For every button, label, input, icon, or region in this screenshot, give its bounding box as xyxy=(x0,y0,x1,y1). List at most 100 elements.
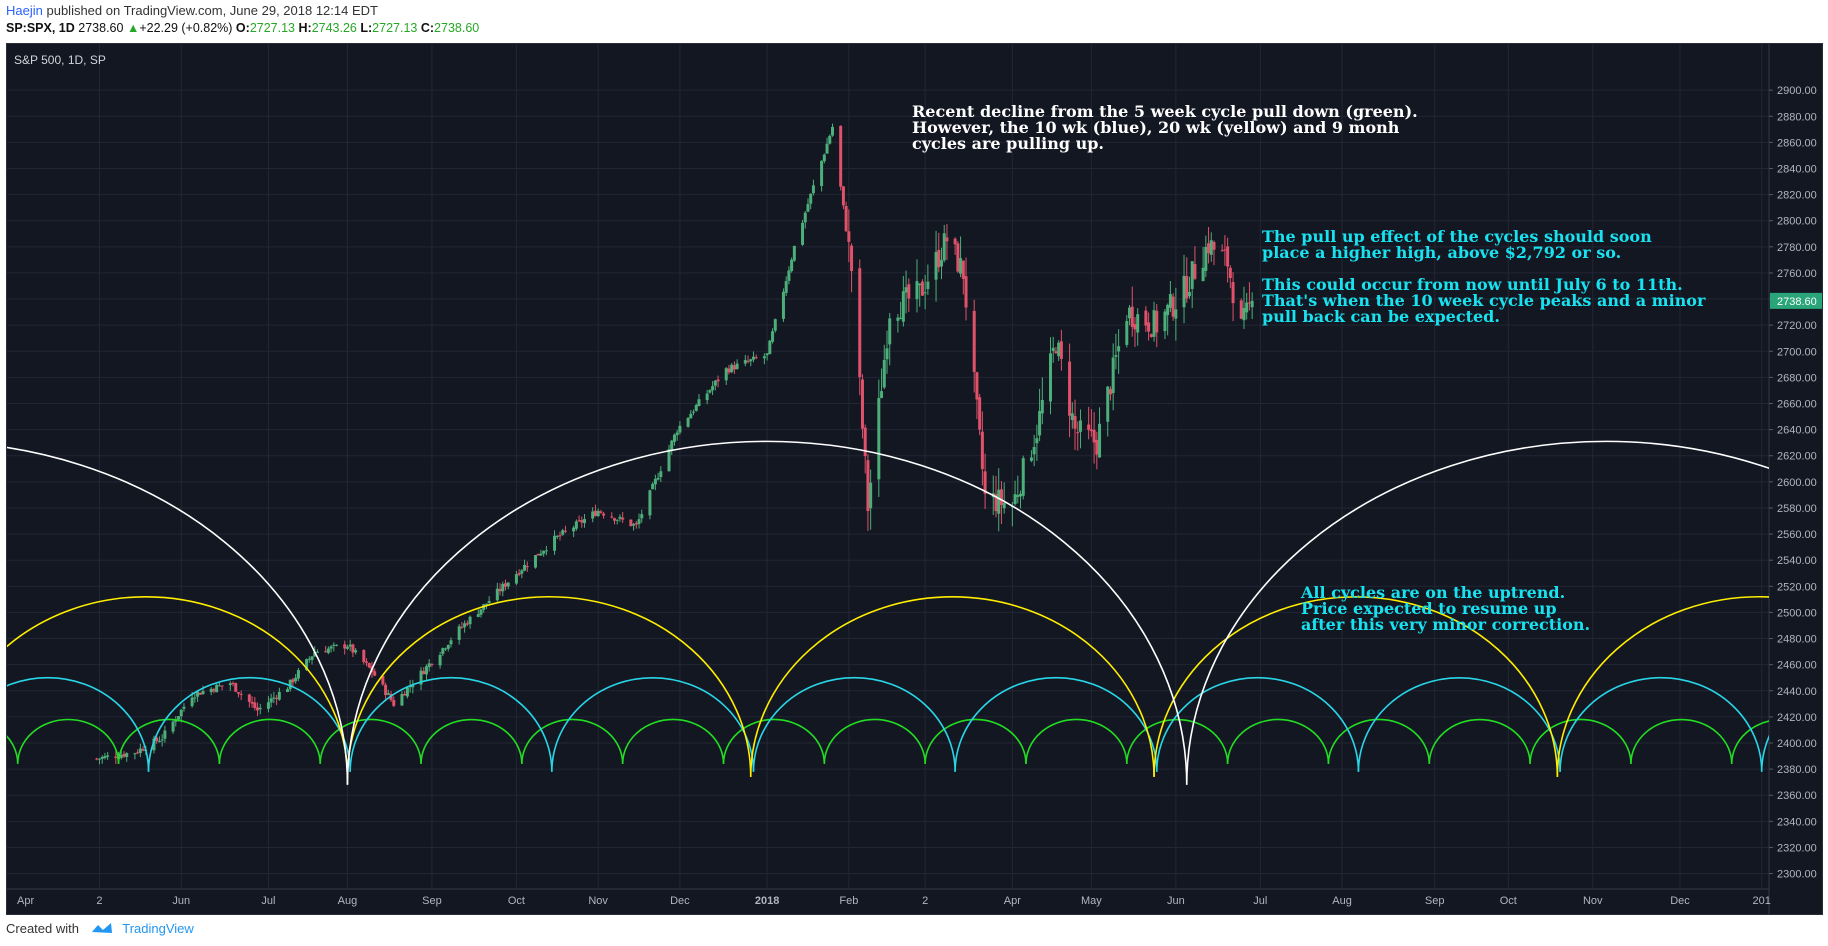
change-value: +22.29 (+0.82%) xyxy=(139,21,233,35)
candle-body xyxy=(602,513,606,516)
candle-body xyxy=(841,186,845,206)
candle-body xyxy=(1002,502,1006,509)
candle-body xyxy=(1201,267,1205,282)
candle-body xyxy=(656,477,660,480)
candle-body xyxy=(384,684,388,696)
price-chart[interactable]: 2300.00 2320.00 2340.00 2360.00 2380.00 2400.… xyxy=(7,44,1822,914)
annotation-bottom: All cycles are on the uptrend. Price exp… xyxy=(1301,583,1591,634)
candle-body xyxy=(1130,306,1134,327)
candle-body xyxy=(1054,351,1058,354)
candle-body xyxy=(247,694,251,702)
x-tick-label: Nov xyxy=(588,895,608,907)
x-tick-label: Jun xyxy=(1167,895,1185,907)
candle-body xyxy=(523,564,527,571)
candle-body xyxy=(1040,399,1044,414)
candle-body xyxy=(801,222,805,245)
x-tick-label: 2018 xyxy=(755,895,779,907)
y-tick-label: 2520.00 xyxy=(1777,581,1817,593)
low-value: 2727.13 xyxy=(372,21,418,35)
candle-body xyxy=(1242,308,1246,321)
candle-body xyxy=(1019,493,1023,497)
candle-body xyxy=(730,364,734,373)
candle-body xyxy=(234,683,238,692)
candle-body xyxy=(1108,389,1112,395)
candle-body xyxy=(1059,341,1063,359)
y-tick-label: 2460.00 xyxy=(1777,660,1817,672)
y-tick-label: 2380.00 xyxy=(1777,764,1817,776)
candle-body xyxy=(544,550,548,552)
candle-body xyxy=(942,233,946,261)
cycle-arc xyxy=(1126,718,1229,764)
candle-body xyxy=(1204,246,1208,271)
x-tick-label: 2 xyxy=(922,895,928,907)
candle-body xyxy=(430,663,434,665)
candle-body xyxy=(354,650,358,653)
candle-body xyxy=(959,258,963,274)
close-value: 2738.60 xyxy=(434,21,480,35)
candle-body xyxy=(558,535,562,537)
x-tick-label: Apr xyxy=(1004,895,1021,907)
candle-body xyxy=(1220,250,1224,252)
candle-body xyxy=(787,270,791,281)
candle-body xyxy=(179,709,183,717)
candle-body xyxy=(613,518,616,521)
candle-body xyxy=(386,693,390,695)
candle-body xyxy=(239,693,243,695)
candle-body xyxy=(1089,429,1093,432)
candle-body xyxy=(479,609,483,615)
candle-body xyxy=(258,707,262,710)
y-tick-label: 2680.00 xyxy=(1777,372,1817,384)
candle-body xyxy=(373,671,377,676)
chart-area[interactable]: 2300.00 2320.00 2340.00 2360.00 2380.00 2400.… xyxy=(6,43,1823,915)
candle-body xyxy=(713,380,717,386)
y-tick-label: 2720.00 xyxy=(1777,320,1817,332)
candle-body xyxy=(858,268,862,378)
candle-body xyxy=(686,417,690,427)
candle-body xyxy=(901,291,905,322)
y-tick-label: 2560.00 xyxy=(1777,529,1817,541)
candle-body xyxy=(1163,311,1167,332)
candle-body xyxy=(735,363,739,369)
candle-body xyxy=(504,583,507,587)
y-tick-label: 2500.00 xyxy=(1777,607,1817,619)
candle-body xyxy=(1049,353,1052,402)
candle-body xyxy=(831,126,834,136)
tradingview-logo-icon xyxy=(91,923,112,933)
candle-body xyxy=(1166,304,1170,316)
cycle-arc xyxy=(823,718,926,764)
y-tick-label: 2640.00 xyxy=(1777,425,1817,437)
candle-body xyxy=(904,287,908,293)
candle-body xyxy=(403,694,407,696)
candle-body xyxy=(155,737,159,742)
candle-body xyxy=(533,555,537,568)
candle-body xyxy=(484,603,488,605)
candle-body xyxy=(367,663,371,668)
candle-body xyxy=(1035,438,1039,444)
publish-info: Haejin published on TradingView.com, Jun… xyxy=(6,3,378,18)
candle-body xyxy=(411,685,415,688)
cycle-arc xyxy=(1730,720,1769,764)
candle-body xyxy=(964,276,968,308)
tradingview-link[interactable]: TradingView xyxy=(122,921,194,936)
created-with-text: Created with xyxy=(6,921,79,936)
candle-body xyxy=(269,698,273,703)
high-label: H: xyxy=(298,21,312,35)
y-tick-label: 2840.00 xyxy=(1777,163,1817,175)
candle-body xyxy=(405,687,409,697)
candle-body xyxy=(659,471,663,478)
candle-body xyxy=(231,682,235,684)
cycle-arc xyxy=(147,676,351,772)
chart-legend: S&P 500, 1D, SP xyxy=(14,53,106,67)
candle-body xyxy=(1144,310,1148,326)
candle-body xyxy=(869,482,873,509)
candle-body xyxy=(1228,267,1232,279)
y-tick-label: 2880.00 xyxy=(1777,111,1817,123)
candle-body xyxy=(1087,424,1091,430)
author-link[interactable]: Haejin xyxy=(6,3,43,18)
candle-body xyxy=(972,310,976,372)
candle-body xyxy=(277,692,281,700)
candle-body xyxy=(1207,243,1211,254)
candle-body xyxy=(618,516,622,519)
y-tick-label: 2360.00 xyxy=(1777,790,1817,802)
candle-body xyxy=(335,644,339,646)
